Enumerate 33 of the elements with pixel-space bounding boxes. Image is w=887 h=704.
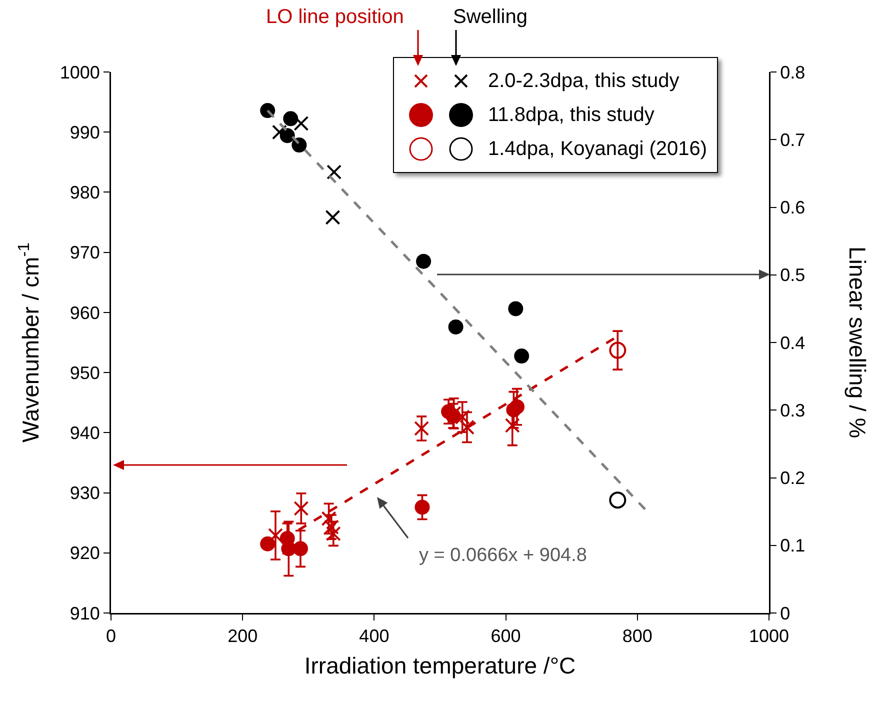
y2-tick-label: 0.8 [780,62,806,82]
legend-label: 2.0-2.3dpa, this study [488,70,680,92]
x-tick-label: 600 [490,626,521,646]
y2-tick-label: 0.4 [780,332,806,353]
y2-tick-label: 0.2 [780,468,806,488]
x-tick-label: 400 [359,626,390,646]
y-tick-label: 980 [70,182,100,203]
annotation: y = 0.0666x + 904.8 [419,545,587,566]
y-tick-label: 930 [70,483,100,504]
y-tick-label: 920 [70,543,100,564]
legend-label: 1.4dpa, Koyanagi (2016) [488,138,708,160]
y-tick-label: 910 [70,603,100,624]
y2-tick-label: 0 [780,603,790,624]
text: LO line position [266,6,404,28]
y-tick-label: 950 [70,362,100,383]
x-tick-label: 200 [228,626,258,646]
y-tick-label: 1000 [60,62,100,82]
y-tick-label: 970 [70,242,100,263]
y2-tick-label: 0.3 [780,400,806,420]
y2-tick-label: 0.6 [780,198,806,218]
text: Swelling [453,6,528,28]
y-tick-label: 940 [70,422,100,443]
y2-axis-title: Linear swelling / % [844,246,870,438]
legend-label: 11.8dpa, this study [488,104,654,126]
x-tick-label: 800 [622,626,652,646]
x-tick-label: 0 [106,626,116,646]
y2-tick-label: 0.7 [780,130,806,150]
y2-tick-label: 0.1 [780,536,806,556]
y2-tick-label: 0.5 [780,265,806,286]
y-tick-label: 990 [70,122,100,142]
x-axis-title: Irradiation temperature /°C [304,652,576,678]
y-tick-label: 960 [70,302,100,323]
x-tick-label: 1000 [748,626,790,646]
